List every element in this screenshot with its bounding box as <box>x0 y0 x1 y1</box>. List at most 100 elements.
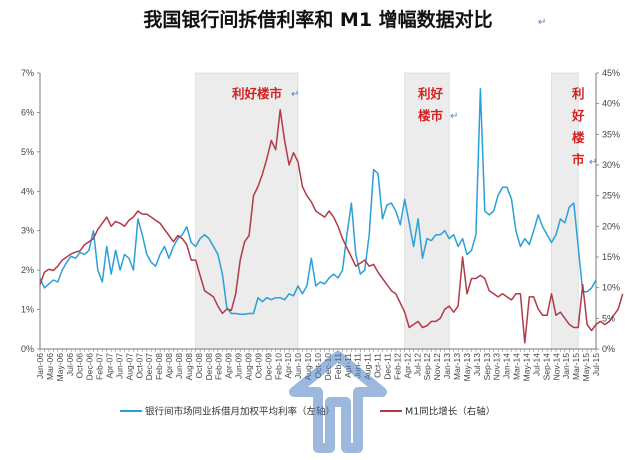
right-tick-label: 20% <box>602 221 620 231</box>
right-tick-label: 10% <box>602 283 620 293</box>
region-annotation: 利好楼市 <box>232 86 283 101</box>
x-tick-label: Aug-08 <box>184 353 194 381</box>
left-axis: 0% 1% 2% 3% 4% 5% 6% 7% <box>21 68 40 354</box>
right-tick-label: 15% <box>602 252 620 262</box>
x-tick-label: Oct-08 <box>194 353 204 379</box>
x-tick-label: Nov-12 <box>432 353 442 381</box>
x-tick-label: Apr-10 <box>283 353 293 379</box>
x-tick-label: Oct-06 <box>75 353 85 379</box>
title-enter-mark: ↵ <box>538 17 546 28</box>
x-tick-label: May-06 <box>55 353 65 382</box>
right-tick-label: 0% <box>602 344 615 354</box>
x-tick-label: Feb-07 <box>95 353 105 380</box>
x-tick-label: Sep-14 <box>541 353 551 381</box>
x-tick-label: Jun-10 <box>293 353 303 379</box>
x-tick-label: Jun-08 <box>174 353 184 379</box>
x-tick-label: Jan-15 <box>561 353 571 379</box>
x-tick-label: Jul-12 <box>412 353 422 376</box>
region-annotation-part: 利 <box>572 86 585 101</box>
x-tick-label: Feb-10 <box>273 353 283 380</box>
x-tick-label: Dec-07 <box>144 353 154 381</box>
chart-title: 我国银行间拆借利率和 M1 增幅数据对比 <box>143 8 492 31</box>
x-tick-label: Jan-06 <box>35 353 45 379</box>
x-tick-label: Jul-15 <box>591 353 601 376</box>
left-tick-label: 1% <box>21 305 34 315</box>
legend-label: M1同比增长（右轴） <box>405 406 495 418</box>
x-tick-label: Oct-07 <box>134 353 144 379</box>
watermark-logo <box>289 351 387 453</box>
region-annotation: 利好楼市 <box>418 86 444 123</box>
series-lines <box>39 88 624 344</box>
x-tick-label: Mar-13 <box>452 353 462 380</box>
x-tick-label: May-14 <box>522 353 532 382</box>
left-tick-label: 2% <box>21 265 34 275</box>
left-tick-label: 7% <box>21 68 34 78</box>
right-tick-label: 5% <box>602 313 615 323</box>
left-tick-label: 6% <box>21 107 34 117</box>
x-tick-label: Aug-11 <box>363 353 373 380</box>
right-tick-label: 25% <box>602 191 620 201</box>
x-tick-label: Aug-09 <box>244 353 254 381</box>
left-tick-label: 0% <box>21 344 34 354</box>
x-tick-label: Dec-09 <box>263 353 273 381</box>
x-tick-label: Sep-12 <box>422 353 432 381</box>
x-tick-label: May-13 <box>462 353 472 382</box>
left-tick-label: 5% <box>21 147 34 157</box>
x-tick-label: Jan-14 <box>502 353 512 379</box>
x-tick-label: Feb-08 <box>154 353 164 380</box>
annotation-enter-mark: ↵ <box>450 111 458 122</box>
annotation-enter-mark: ↵ <box>291 89 299 100</box>
x-tick-label: Apr-07 <box>105 353 115 379</box>
x-tick-label: Apr-08 <box>164 353 174 379</box>
legend-label: 银行间市场同业拆借月加权平均利率（左轴） <box>145 406 335 418</box>
x-tick-label: Nov-14 <box>551 353 561 381</box>
right-tick-label: 30% <box>602 160 620 170</box>
legend: 银行间市场同业拆借月加权平均利率（左轴） M1同比增长（右轴） <box>120 406 495 418</box>
x-tick-label: Aug-07 <box>124 353 134 381</box>
annotation-enter-mark: ↵ <box>589 157 597 168</box>
region-annotation: 利好楼市 <box>571 86 585 167</box>
region-annotation-part: 楼 <box>572 130 585 145</box>
x-tick-label: Mar-14 <box>512 353 522 380</box>
x-tick-label: Jun-09 <box>234 353 244 379</box>
right-tick-label: 45% <box>602 68 620 78</box>
x-tick-label: Mar-06 <box>45 353 55 380</box>
x-tick-label: Mar-15 <box>571 353 581 380</box>
x-tick-label: May-15 <box>581 353 591 382</box>
shaded-region <box>195 72 299 350</box>
series-line-m1-growth <box>39 109 624 344</box>
x-tick-label: Feb-11 <box>333 353 343 380</box>
x-tick-label: Jul-13 <box>472 353 482 376</box>
x-tick-label: Jun-07 <box>114 353 124 379</box>
x-tick-label: Jun-11 <box>353 353 363 379</box>
x-tick-label: Oct-10 <box>313 353 323 379</box>
x-tick-label: Nov-13 <box>492 353 502 381</box>
x-tick-label: Jan-13 <box>442 353 452 379</box>
x-tick-label: Dec-06 <box>85 353 95 381</box>
x-tick-label: Oct-11 <box>373 353 383 378</box>
series-line-interbank-rate <box>39 88 597 316</box>
shaded-region <box>551 72 579 350</box>
x-tick-label: Dec-11 <box>383 353 393 380</box>
left-tick-label: 3% <box>21 226 34 236</box>
right-tick-label: 40% <box>602 99 620 109</box>
plot-frame <box>39 73 597 352</box>
x-tick-label: Jul-14 <box>531 353 541 376</box>
right-axis: 0% 5% 10% 15% 20% 25% 30% 35% 40% 45% <box>596 68 620 354</box>
x-tick-label: Aug-10 <box>303 353 313 381</box>
x-tick-label: Jul-06 <box>65 353 75 376</box>
x-tick-label: Dec-08 <box>204 353 214 381</box>
region-annotation-part: 楼市 <box>418 108 444 123</box>
region-annotation-part: 好 <box>571 108 585 123</box>
region-annotation-part: 市 <box>572 152 585 167</box>
right-tick-label: 35% <box>602 129 620 139</box>
x-tick-label: Sep-13 <box>482 353 492 381</box>
x-tick-label: Oct-09 <box>253 353 263 379</box>
x-tick-label: Apr-09 <box>224 353 234 379</box>
x-tick-label: Feb-12 <box>392 353 402 380</box>
region-annotation-part: 利好 <box>418 86 444 101</box>
x-tick-label: Apr-12 <box>402 353 412 379</box>
x-tick-label: Feb-09 <box>214 353 224 380</box>
left-tick-label: 4% <box>21 186 34 196</box>
